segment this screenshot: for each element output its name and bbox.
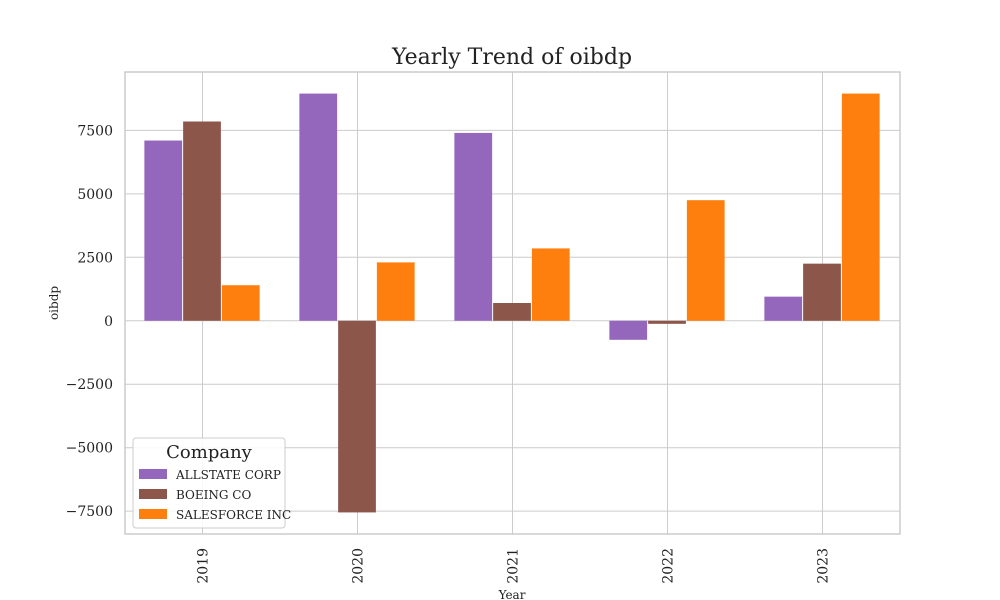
legend-box (132, 437, 286, 529)
legend-title: Company (166, 442, 253, 463)
bar (299, 93, 338, 321)
bar (841, 93, 880, 321)
y-tick-label: 7500 (77, 123, 113, 139)
bar (609, 320, 648, 340)
y-tick-label: −5000 (66, 441, 113, 457)
x-tick-label: 2022 (661, 548, 677, 584)
bar (376, 262, 415, 321)
x-tick-label: 2020 (351, 548, 367, 584)
bar (221, 285, 260, 321)
x-tick-label: 2019 (196, 548, 212, 584)
legend-swatch (139, 489, 167, 499)
chart-title: Yearly Trend of oibdp (391, 45, 632, 70)
y-tick-label: −2500 (66, 377, 113, 393)
x-tick-label: 2023 (816, 548, 832, 584)
bar (144, 140, 183, 321)
legend: Company ALLSTATE CORP BOEING CO SALESFORCE … (132, 437, 291, 529)
y-tick-label: −7500 (66, 504, 113, 520)
legend-entry: SALESFORCE INC (176, 508, 291, 522)
x-tick-label: 2021 (506, 548, 522, 584)
legend-swatch (139, 509, 167, 519)
y-tick-label: 0 (104, 314, 113, 330)
x-axis-label: Year (498, 588, 526, 600)
legend-entry: ALLSTATE CORP (175, 468, 281, 482)
legend-entry: BOEING CO (176, 488, 251, 502)
bar (764, 296, 803, 321)
legend-swatch (139, 469, 167, 479)
bar (648, 320, 686, 324)
y-axis-label: oibdp (47, 286, 61, 320)
y-tick-label: 2500 (77, 250, 113, 266)
bar (803, 263, 841, 321)
bar (686, 200, 725, 321)
bar (531, 248, 570, 321)
bars (144, 93, 880, 513)
bar (493, 303, 531, 321)
bar (183, 121, 221, 321)
plot-frame (124, 71, 901, 535)
y-tick-label: 5000 (77, 187, 113, 203)
bar (454, 132, 493, 321)
bar (338, 320, 376, 513)
